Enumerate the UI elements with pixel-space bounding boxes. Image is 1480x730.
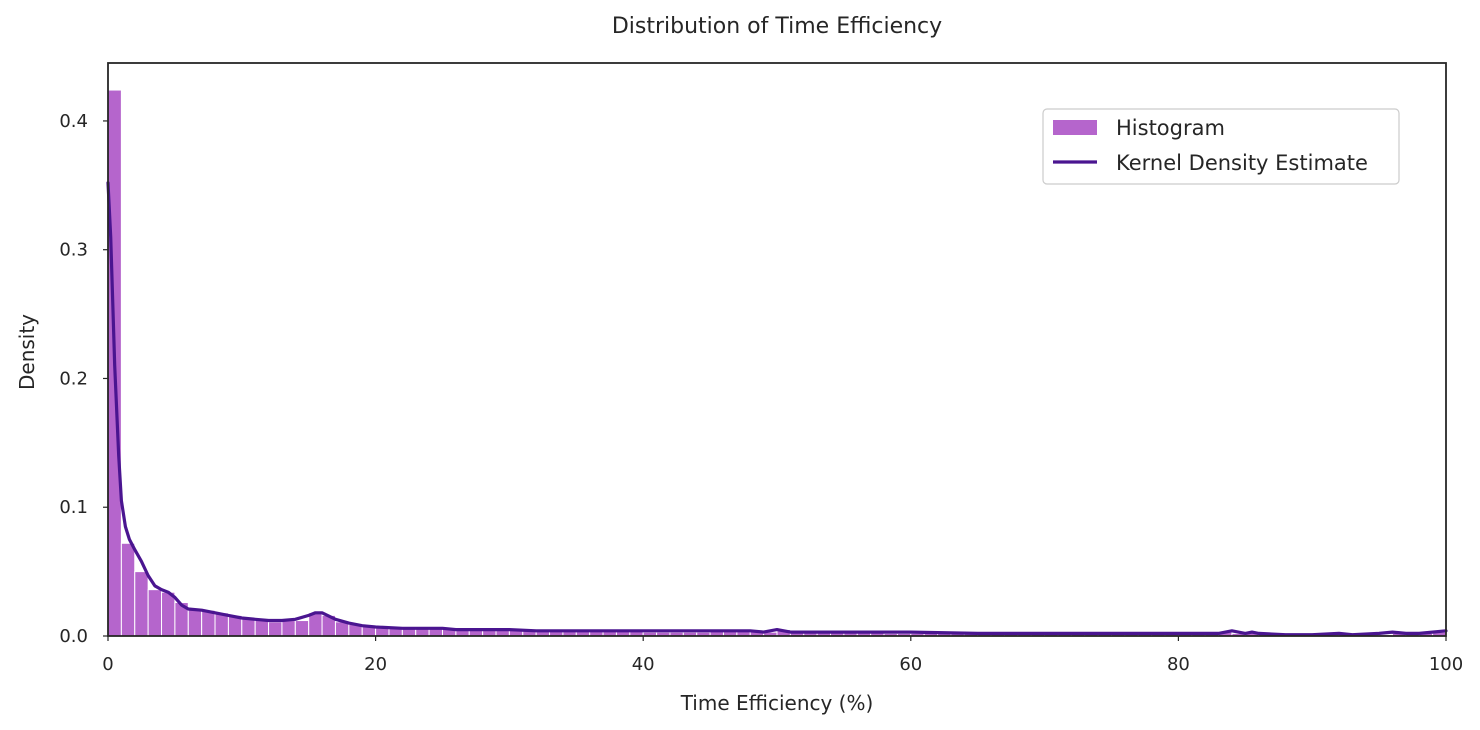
histogram-bar <box>161 591 176 637</box>
x-tick-label: 40 <box>632 654 655 675</box>
histogram-bar <box>187 608 203 637</box>
y-tick-label: 0.0 <box>59 626 88 647</box>
histogram-bar <box>201 609 216 637</box>
y-axis-label: Density <box>15 314 39 390</box>
x-tick-label: 100 <box>1429 654 1463 675</box>
y-axis-ticks: 0.0 0.1 0.2 0.3 0.4 <box>59 111 108 647</box>
plot-frame <box>107 62 1447 637</box>
x-axis-label: Time Efficiency (%) <box>680 691 874 715</box>
y-tick-label: 0.1 <box>59 497 88 518</box>
legend-box <box>1042 108 1400 185</box>
x-tick-label: 20 <box>364 654 387 675</box>
histogram-bar <box>294 620 310 637</box>
histogram-bar <box>281 620 296 637</box>
x-tick-label: 0 <box>102 654 113 675</box>
histogram-bar <box>120 542 136 637</box>
y-tick-label: 0.3 <box>59 240 88 261</box>
histogram-bar <box>134 571 149 637</box>
histogram-bar <box>147 589 163 637</box>
legend-histogram-label: Histogram <box>1116 116 1225 140</box>
histogram-bar <box>268 621 283 637</box>
x-tick-label: 60 <box>899 654 922 675</box>
y-tick-label: 0.2 <box>59 368 88 389</box>
legend-kde-label: Kernel Density Estimate <box>1116 151 1368 175</box>
x-tick-label: 80 <box>1167 654 1190 675</box>
legend: Histogram Kernel Density Estimate <box>1042 108 1400 185</box>
x-axis-ticks: 0 20 40 60 80 100 <box>102 636 1463 675</box>
legend-histogram-swatch <box>1053 120 1097 135</box>
kde-line <box>106 181 1448 637</box>
y-tick-label: 0.4 <box>59 111 88 132</box>
chart-title: Distribution of Time Efficiency <box>612 14 942 39</box>
